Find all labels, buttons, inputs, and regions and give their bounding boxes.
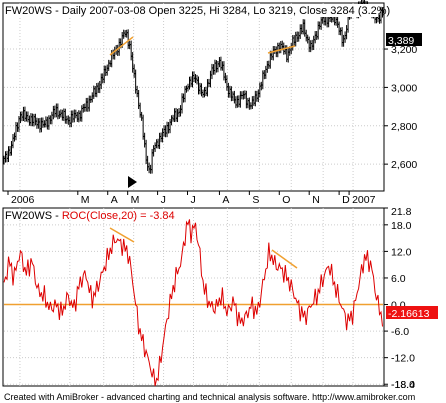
x-tick-label: D (342, 194, 350, 206)
x-tick-label: O (282, 194, 290, 206)
price-y-tick-label: 2,600 (391, 159, 417, 171)
price-y-tick-label: 3,200 (391, 44, 417, 56)
roc-y-tick-label: 6.0 (391, 273, 406, 285)
x-tick-label: A (222, 194, 229, 206)
x-tick-label: N (312, 194, 320, 206)
trend-line-roc-left (109, 227, 135, 243)
roc-y-tick-label: 12.0 (391, 246, 412, 258)
roc-y-tick-label: 21.8 (391, 206, 412, 218)
trend-line-right (267, 45, 296, 54)
roc-chart-title: FW20WS - ROC(Close,20) = -3.84 (5, 210, 175, 222)
roc-title-symbol: FW20WS - (5, 210, 62, 222)
x-tick-label: J (191, 194, 196, 206)
price-last-value-badge (386, 33, 422, 46)
price-y-axis: 3,200 3,000 2,800 2,600 (384, 44, 417, 171)
x-tick-label: S (252, 194, 259, 206)
roc-y-tick-label: 18.0 (391, 220, 412, 232)
x-axis: 2006 M A M J J A S O N D 2007 (7, 191, 376, 206)
price-title-bg (4, 4, 378, 17)
roc-y-tick-label: -12.0 (391, 353, 415, 365)
price-y-tick-label: 3,000 (391, 82, 417, 94)
x-tick-label: M (131, 194, 140, 206)
roc-last-value-label: -2.16613 (388, 308, 430, 320)
trend-line-left (109, 36, 134, 56)
trend-line-roc-right (271, 249, 298, 269)
roc-series (3, 219, 383, 387)
price-grid (4, 3, 383, 191)
roc-y-tick-label: -6.0 (391, 326, 409, 338)
roc-line-path (3, 219, 383, 387)
footer-credit: Created with AmiBroker - advanced charti… (4, 392, 415, 402)
x-tick-label: 2007 (352, 194, 376, 206)
roc-title-indicator: ROC(Close,20) = -3.84 (62, 210, 175, 222)
x-tick-label: A (111, 194, 118, 206)
price-chart-title: FW20WS - Daily 2007-03-08 Open 3225, Hi … (5, 5, 390, 17)
roc-y-tick-label: -18.4 (391, 379, 415, 391)
triangle-marker-icon (128, 176, 137, 188)
price-y-tick-label: 2,800 (391, 121, 417, 133)
price-last-value-label: 3,389 (388, 35, 414, 47)
x-tick-label: J (161, 194, 166, 206)
x-tick-label: M (81, 194, 90, 206)
roc-y-tick-label: -18.0 (391, 379, 415, 391)
x-tick-label: 2006 (11, 194, 35, 206)
price-bars (2, 0, 384, 174)
roc-last-value-badge (386, 306, 438, 319)
